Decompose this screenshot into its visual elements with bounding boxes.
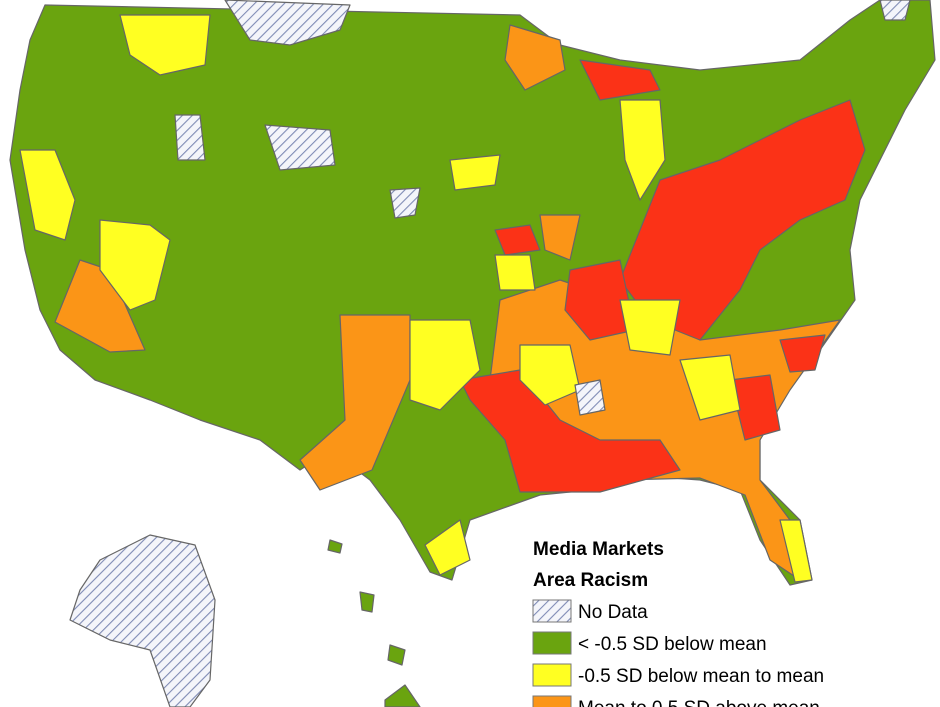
region — [19, 149, 76, 241]
island — [384, 684, 421, 707]
legend-swatch — [532, 663, 572, 687]
contiguous-us — [9, 0, 936, 586]
island — [327, 539, 343, 554]
region — [539, 214, 581, 261]
legend-swatch — [532, 599, 572, 623]
legend-label: < -0.5 SD below mean — [578, 634, 767, 655]
region — [494, 254, 536, 291]
no-data-region — [389, 187, 421, 219]
legend-label: No Data — [578, 602, 648, 623]
region — [619, 99, 666, 201]
legend: Media Markets Area Racism No Data < -0.5… — [532, 539, 824, 707]
region — [519, 344, 581, 406]
no-data-region — [264, 124, 336, 171]
region — [579, 59, 661, 101]
region — [779, 519, 813, 583]
legend-title: Media Markets — [533, 539, 664, 560]
region — [619, 299, 681, 356]
legend-swatch — [532, 631, 572, 655]
legend-label: Mean to 0.5 SD above mean — [578, 698, 820, 707]
no-data-region — [574, 379, 606, 416]
region — [409, 319, 481, 411]
legend-label: -0.5 SD below mean to mean — [578, 666, 824, 687]
region — [679, 354, 741, 421]
region — [564, 259, 636, 341]
region — [424, 519, 471, 576]
island — [387, 644, 406, 666]
region — [504, 24, 566, 91]
no-data-region — [879, 0, 911, 21]
legend-swatch — [532, 695, 572, 707]
region — [729, 374, 781, 441]
region — [494, 224, 541, 256]
no-data-region — [224, 0, 351, 46]
island — [359, 591, 375, 613]
region — [449, 154, 501, 191]
region — [119, 14, 211, 76]
hawaii — [327, 539, 421, 707]
legend-subtitle: Area Racism — [533, 570, 648, 591]
alaska — [69, 534, 216, 707]
region — [779, 334, 826, 373]
alaska-shape — [69, 534, 216, 707]
region — [99, 219, 171, 311]
no-data-region — [174, 114, 206, 161]
